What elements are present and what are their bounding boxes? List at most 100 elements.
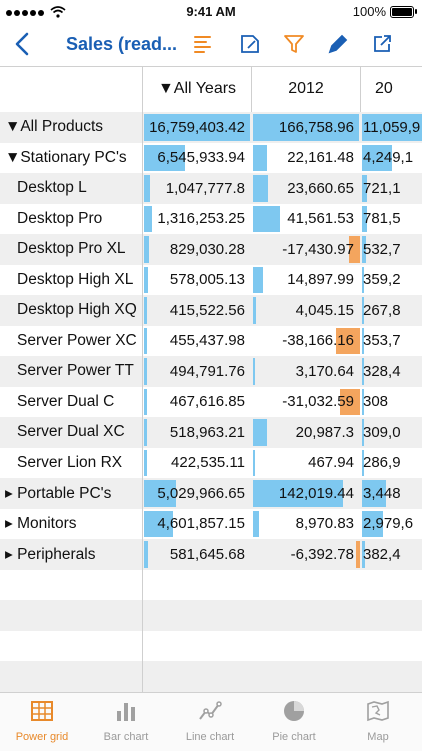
row-label[interactable]: ▼Stationary PC's <box>5 148 127 166</box>
grid-cell[interactable]: 1,047,777.8 <box>143 173 251 204</box>
grid-cell[interactable]: -38,166.16 <box>252 326 360 357</box>
cell-value: 494,791.76 <box>169 362 245 380</box>
cell-value: 41,561.53 <box>287 210 354 228</box>
cell-value: 353,7 <box>363 332 401 350</box>
positive-value-bar <box>253 266 263 293</box>
row-label[interactable]: Server Dual C <box>17 392 115 410</box>
positive-value-bar <box>362 205 367 232</box>
status-time: 9:41 AM <box>186 4 236 19</box>
grid-cell[interactable]: 781,5 <box>361 204 422 235</box>
positive-value-bar <box>144 175 150 202</box>
row-label[interactable]: Server Power XC <box>17 331 137 349</box>
grid-cell[interactable]: 328,4 <box>361 356 422 387</box>
table-row: Server Power XC 455,437.98 -38,166.16 353,7 <box>0 326 422 357</box>
grid-cell[interactable]: 14,897.99 <box>252 265 360 296</box>
row-label[interactable]: Server Lion RX <box>17 453 123 471</box>
grid-cell[interactable]: 415,522.56 <box>143 295 251 326</box>
positive-value-bar <box>253 144 267 171</box>
grid-cell[interactable]: 5,029,966.65 <box>143 478 251 509</box>
grid-cell[interactable]: -6,392.78 <box>252 539 360 570</box>
grid-cell[interactable]: -17,430.97 <box>252 234 360 265</box>
grid-cell[interactable]: 308 <box>361 387 422 418</box>
column-header-all-years[interactable]: ▼All Years <box>143 66 251 113</box>
grid-cell[interactable]: 359,2 <box>361 265 422 296</box>
cell-value: 781,5 <box>363 210 401 228</box>
cell-value: 4,601,857.15 <box>157 515 245 533</box>
grid-cell[interactable]: 166,758.96 <box>252 112 360 143</box>
grid-cell[interactable]: 518,963.21 <box>143 417 251 448</box>
column-header-2013[interactable]: 20 <box>361 66 422 113</box>
grid-cell[interactable]: 4,601,857.15 <box>143 509 251 540</box>
edit-notes-icon[interactable] <box>238 32 262 56</box>
grid-cell[interactable]: 4,045.15 <box>252 295 360 326</box>
grid-cell[interactable]: 4,249,1 <box>361 143 422 174</box>
grid-cell[interactable]: 23,660.65 <box>252 173 360 204</box>
grid-cell[interactable]: 267,8 <box>361 295 422 326</box>
grid-cell[interactable]: 41,561.53 <box>252 204 360 235</box>
grid-cell[interactable]: 721,1 <box>361 173 422 204</box>
grid-cell[interactable]: 3,170.64 <box>252 356 360 387</box>
share-icon[interactable] <box>370 32 394 56</box>
grid-cell[interactable]: 422,535.11 <box>143 448 251 479</box>
grid-cell[interactable]: 22,161.48 <box>252 143 360 174</box>
tab-line-chart[interactable]: Line chart <box>168 693 252 751</box>
row-label[interactable]: Desktop Pro XL <box>17 240 126 258</box>
grid-cell[interactable]: 11,059,9 <box>361 112 422 143</box>
grid-cell[interactable]: 382,4 <box>361 539 422 570</box>
grid-cell[interactable]: 578,005.13 <box>143 265 251 296</box>
grid-cell[interactable]: 581,645.68 <box>143 539 251 570</box>
grid-cell[interactable]: 3,448 <box>361 478 422 509</box>
cell-value: 166,758.96 <box>278 118 354 136</box>
grid-cell[interactable]: 286,9 <box>361 448 422 479</box>
tab-power-grid[interactable]: Power grid <box>0 693 84 751</box>
grid-cell[interactable]: 142,019.44 <box>252 478 360 509</box>
grid-cell[interactable]: 494,791.76 <box>143 356 251 387</box>
grid-cell[interactable]: 455,437.98 <box>143 326 251 357</box>
back-chevron-icon[interactable] <box>10 30 36 58</box>
tab-map[interactable]: Map <box>336 693 420 751</box>
positive-value-bar <box>144 358 147 385</box>
filter-icon[interactable] <box>282 32 306 56</box>
positive-value-bar <box>253 114 359 141</box>
row-label[interactable]: ▸ Peripherals <box>5 545 96 563</box>
row-label[interactable]: ▼All Products <box>5 118 104 136</box>
positive-value-bar <box>362 449 364 476</box>
row-label[interactable]: Server Dual XC <box>17 423 125 441</box>
row-label[interactable]: ▸ Monitors <box>5 515 77 533</box>
grid-cell[interactable]: 20,987.3 <box>252 417 360 448</box>
row-label[interactable]: Desktop High XQ <box>17 301 137 319</box>
pencil-icon[interactable] <box>326 32 350 56</box>
cell-value: 3,448 <box>363 484 401 502</box>
row-label[interactable]: Desktop High XL <box>17 270 134 288</box>
grid-cell[interactable]: 1,316,253.25 <box>143 204 251 235</box>
row-label[interactable]: Desktop L <box>17 179 87 197</box>
tab-bar-chart[interactable]: Bar chart <box>84 693 168 751</box>
grid-cell[interactable]: 532,7 <box>361 234 422 265</box>
tab-pie-chart[interactable]: Pie chart <box>252 693 336 751</box>
positive-value-bar <box>362 236 366 263</box>
column-header-2012[interactable]: 2012 <box>252 66 360 113</box>
grid-cell[interactable]: 467.94 <box>252 448 360 479</box>
positive-value-bar <box>144 114 250 141</box>
cell-value: 2,979,6 <box>363 515 414 533</box>
wifi-icon <box>50 5 66 18</box>
sort-icon[interactable] <box>192 32 216 56</box>
grid-cell[interactable]: 6,545,933.94 <box>143 143 251 174</box>
table-row: Server Power TT 494,791.76 3,170.64 328,4 <box>0 356 422 387</box>
row-label[interactable]: Server Power TT <box>17 362 134 380</box>
grid-cell[interactable]: 467,616.85 <box>143 387 251 418</box>
grid-cell[interactable]: -31,032.59 <box>252 387 360 418</box>
row-label[interactable]: Desktop Pro <box>17 209 103 227</box>
cell-value: 8,970.83 <box>295 515 354 533</box>
cell-value: 422,535.11 <box>171 454 245 472</box>
positive-value-bar <box>362 510 383 537</box>
row-label[interactable]: ▸ Portable PC's <box>5 484 112 502</box>
grid-cell[interactable]: 353,7 <box>361 326 422 357</box>
grid-cell[interactable]: 2,979,6 <box>361 509 422 540</box>
grid-cell[interactable]: 8,970.83 <box>252 509 360 540</box>
negative-value-bar <box>349 236 360 263</box>
grid-cell[interactable]: 309,0 <box>361 417 422 448</box>
cell-value: 20,987.3 <box>295 423 354 441</box>
grid-cell[interactable]: 16,759,403.42 <box>143 112 251 143</box>
grid-cell[interactable]: 829,030.28 <box>143 234 251 265</box>
